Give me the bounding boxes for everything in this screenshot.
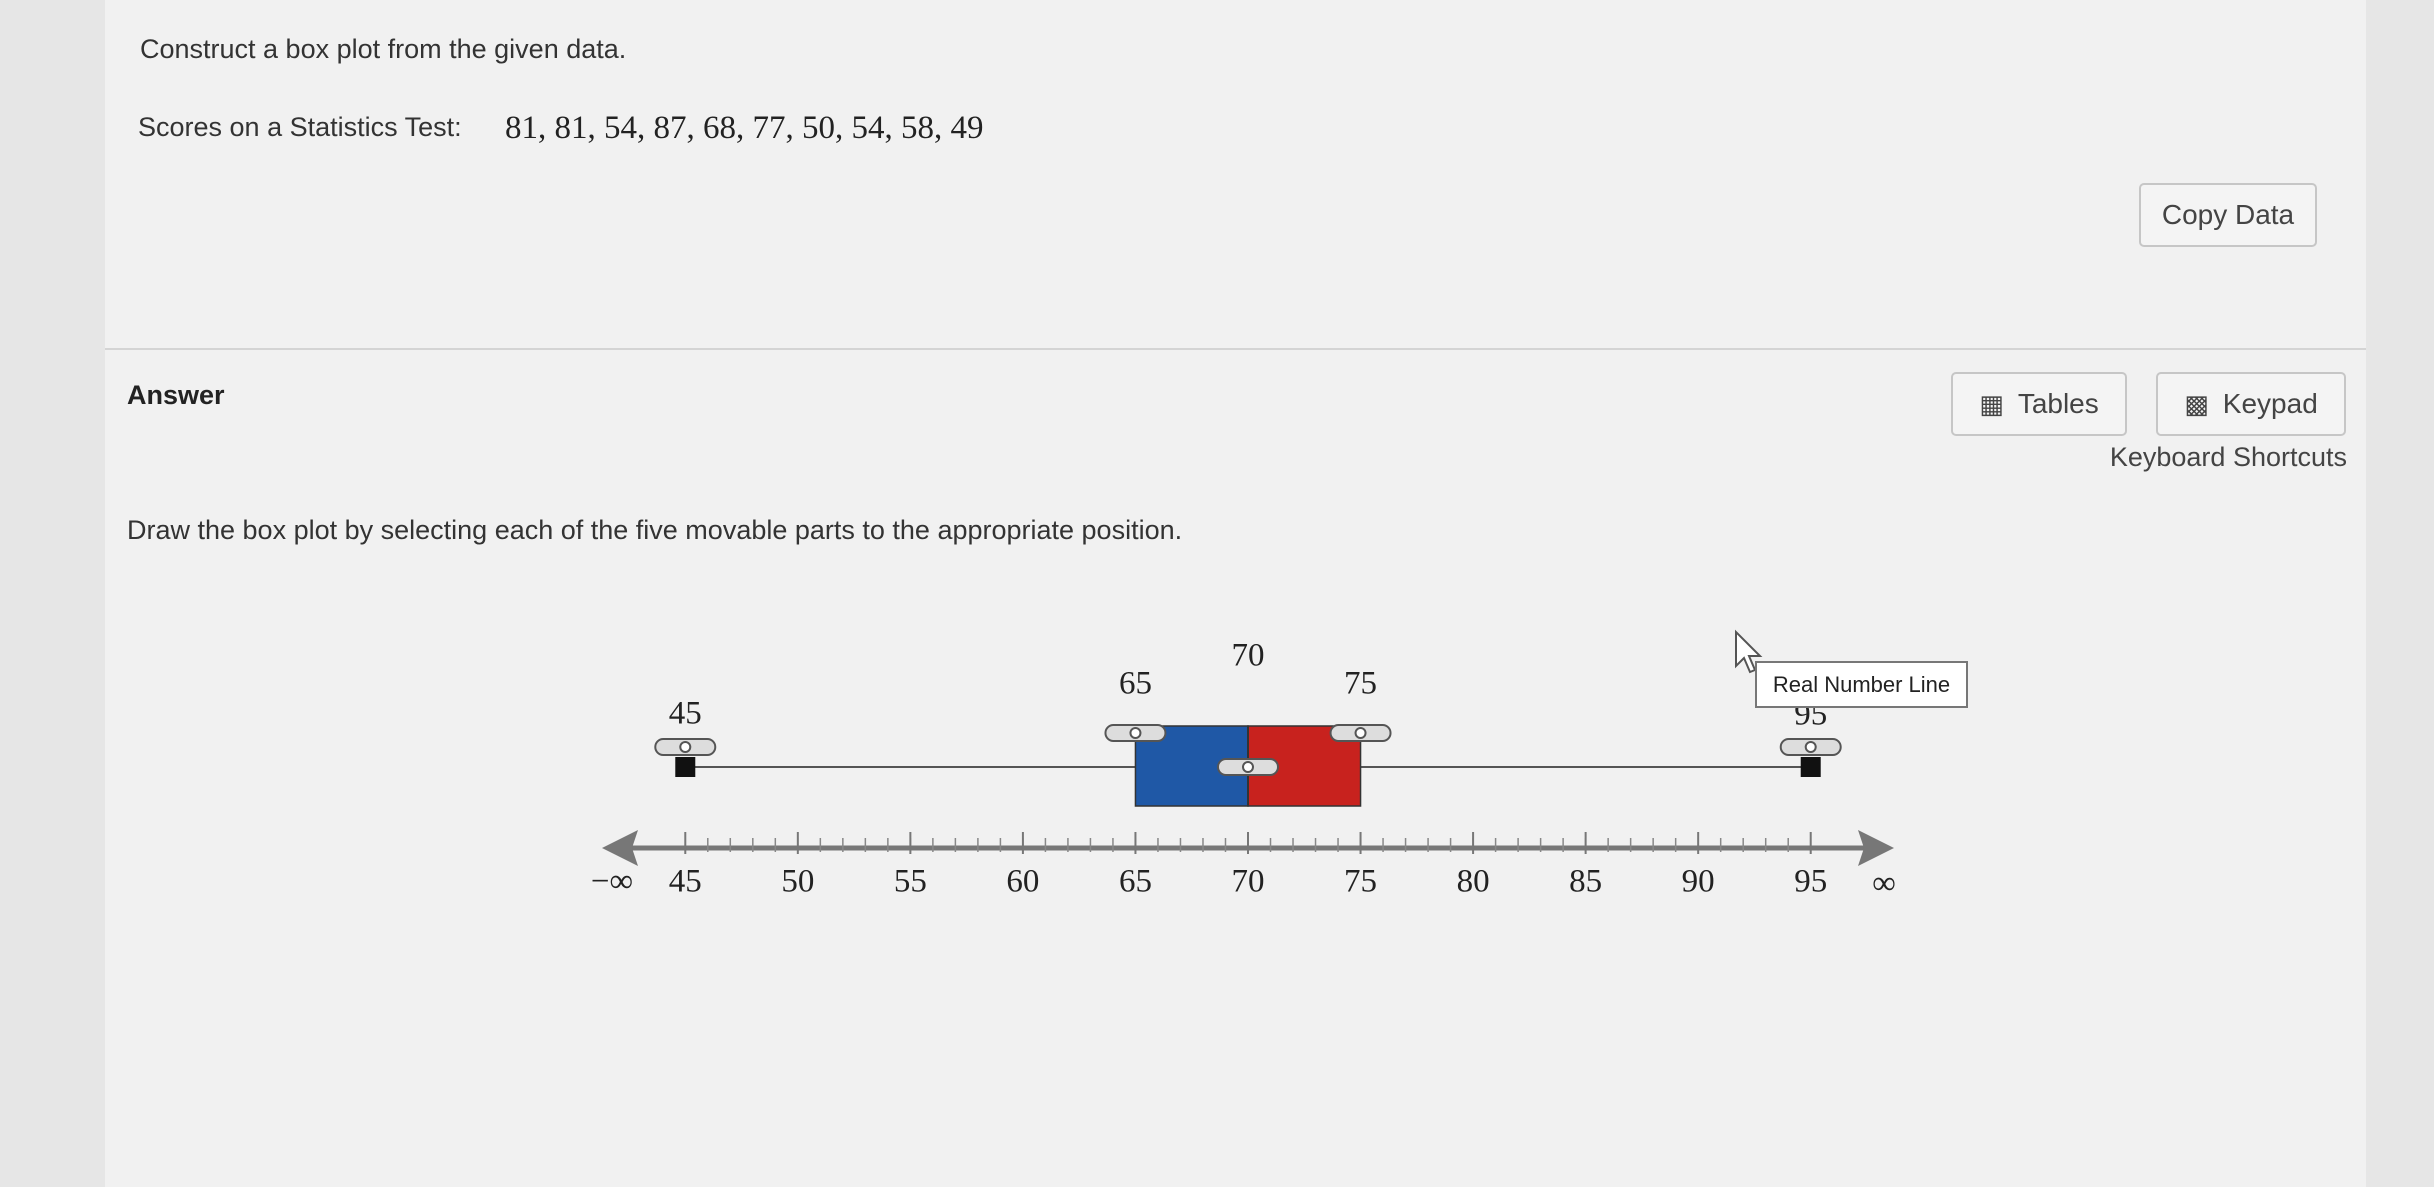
max-marker[interactable] [1800, 757, 1821, 777]
pos-inf-label: ∞ [1872, 866, 1896, 902]
right-arrow [1858, 830, 1894, 866]
tick-label: 75 [1344, 864, 1377, 900]
divider [105, 348, 2366, 350]
keypad-label: Keypad [2222, 388, 2318, 419]
tick-label: 45 [669, 864, 702, 900]
table-icon: ▦ [1979, 388, 2004, 419]
tick-label: 85 [1569, 864, 1602, 900]
keyboard-shortcuts-link[interactable]: Keyboard Shortcuts [2109, 442, 2347, 472]
answer-heading: Answer [127, 380, 225, 410]
prompt: Construct a box plot from the given data… [140, 34, 627, 64]
max-handle-knob[interactable] [1804, 741, 1817, 753]
tick-label: 50 [781, 864, 814, 900]
keypad-button[interactable]: ▩ Keypad [2156, 372, 2346, 436]
tick-label: 90 [1682, 864, 1715, 900]
tick-label: 70 [1232, 864, 1265, 900]
tick-label: 55 [894, 864, 927, 900]
min-handle-knob[interactable] [679, 741, 692, 753]
q3-handle-knob[interactable] [1354, 727, 1367, 739]
q1-label: 65 [1119, 666, 1152, 702]
tables-button[interactable]: ▦ Tables [1951, 372, 2127, 436]
median-label: 70 [1232, 638, 1265, 674]
min-marker[interactable] [675, 757, 696, 777]
tick-label: 80 [1457, 864, 1490, 900]
q3-label: 75 [1344, 666, 1377, 702]
data-values: 81, 81, 54, 87, 68, 77, 50, 54, 58, 49 [505, 110, 984, 146]
median-handle-knob[interactable] [1242, 761, 1254, 773]
instruction: Draw the box plot by selecting each of t… [127, 515, 1183, 545]
min-label: 45 [669, 696, 702, 732]
tooltip: Real Number Line [1755, 661, 1968, 708]
data-label: Scores on a Statistics Test: [138, 112, 462, 142]
tick-label: 65 [1119, 864, 1152, 900]
keypad-icon: ▩ [2184, 388, 2209, 419]
copy-data-button[interactable]: Copy Data [2139, 183, 2317, 247]
tables-label: Tables [2017, 388, 2099, 419]
question-panel [105, 0, 2366, 1187]
tick-label: 95 [1794, 864, 1827, 900]
q1-handle-knob[interactable] [1129, 727, 1142, 739]
cursor [1735, 629, 1763, 674]
tick-label: 60 [1006, 864, 1039, 900]
neg-inf-label: −∞ [591, 864, 633, 900]
left-arrow [602, 830, 638, 866]
